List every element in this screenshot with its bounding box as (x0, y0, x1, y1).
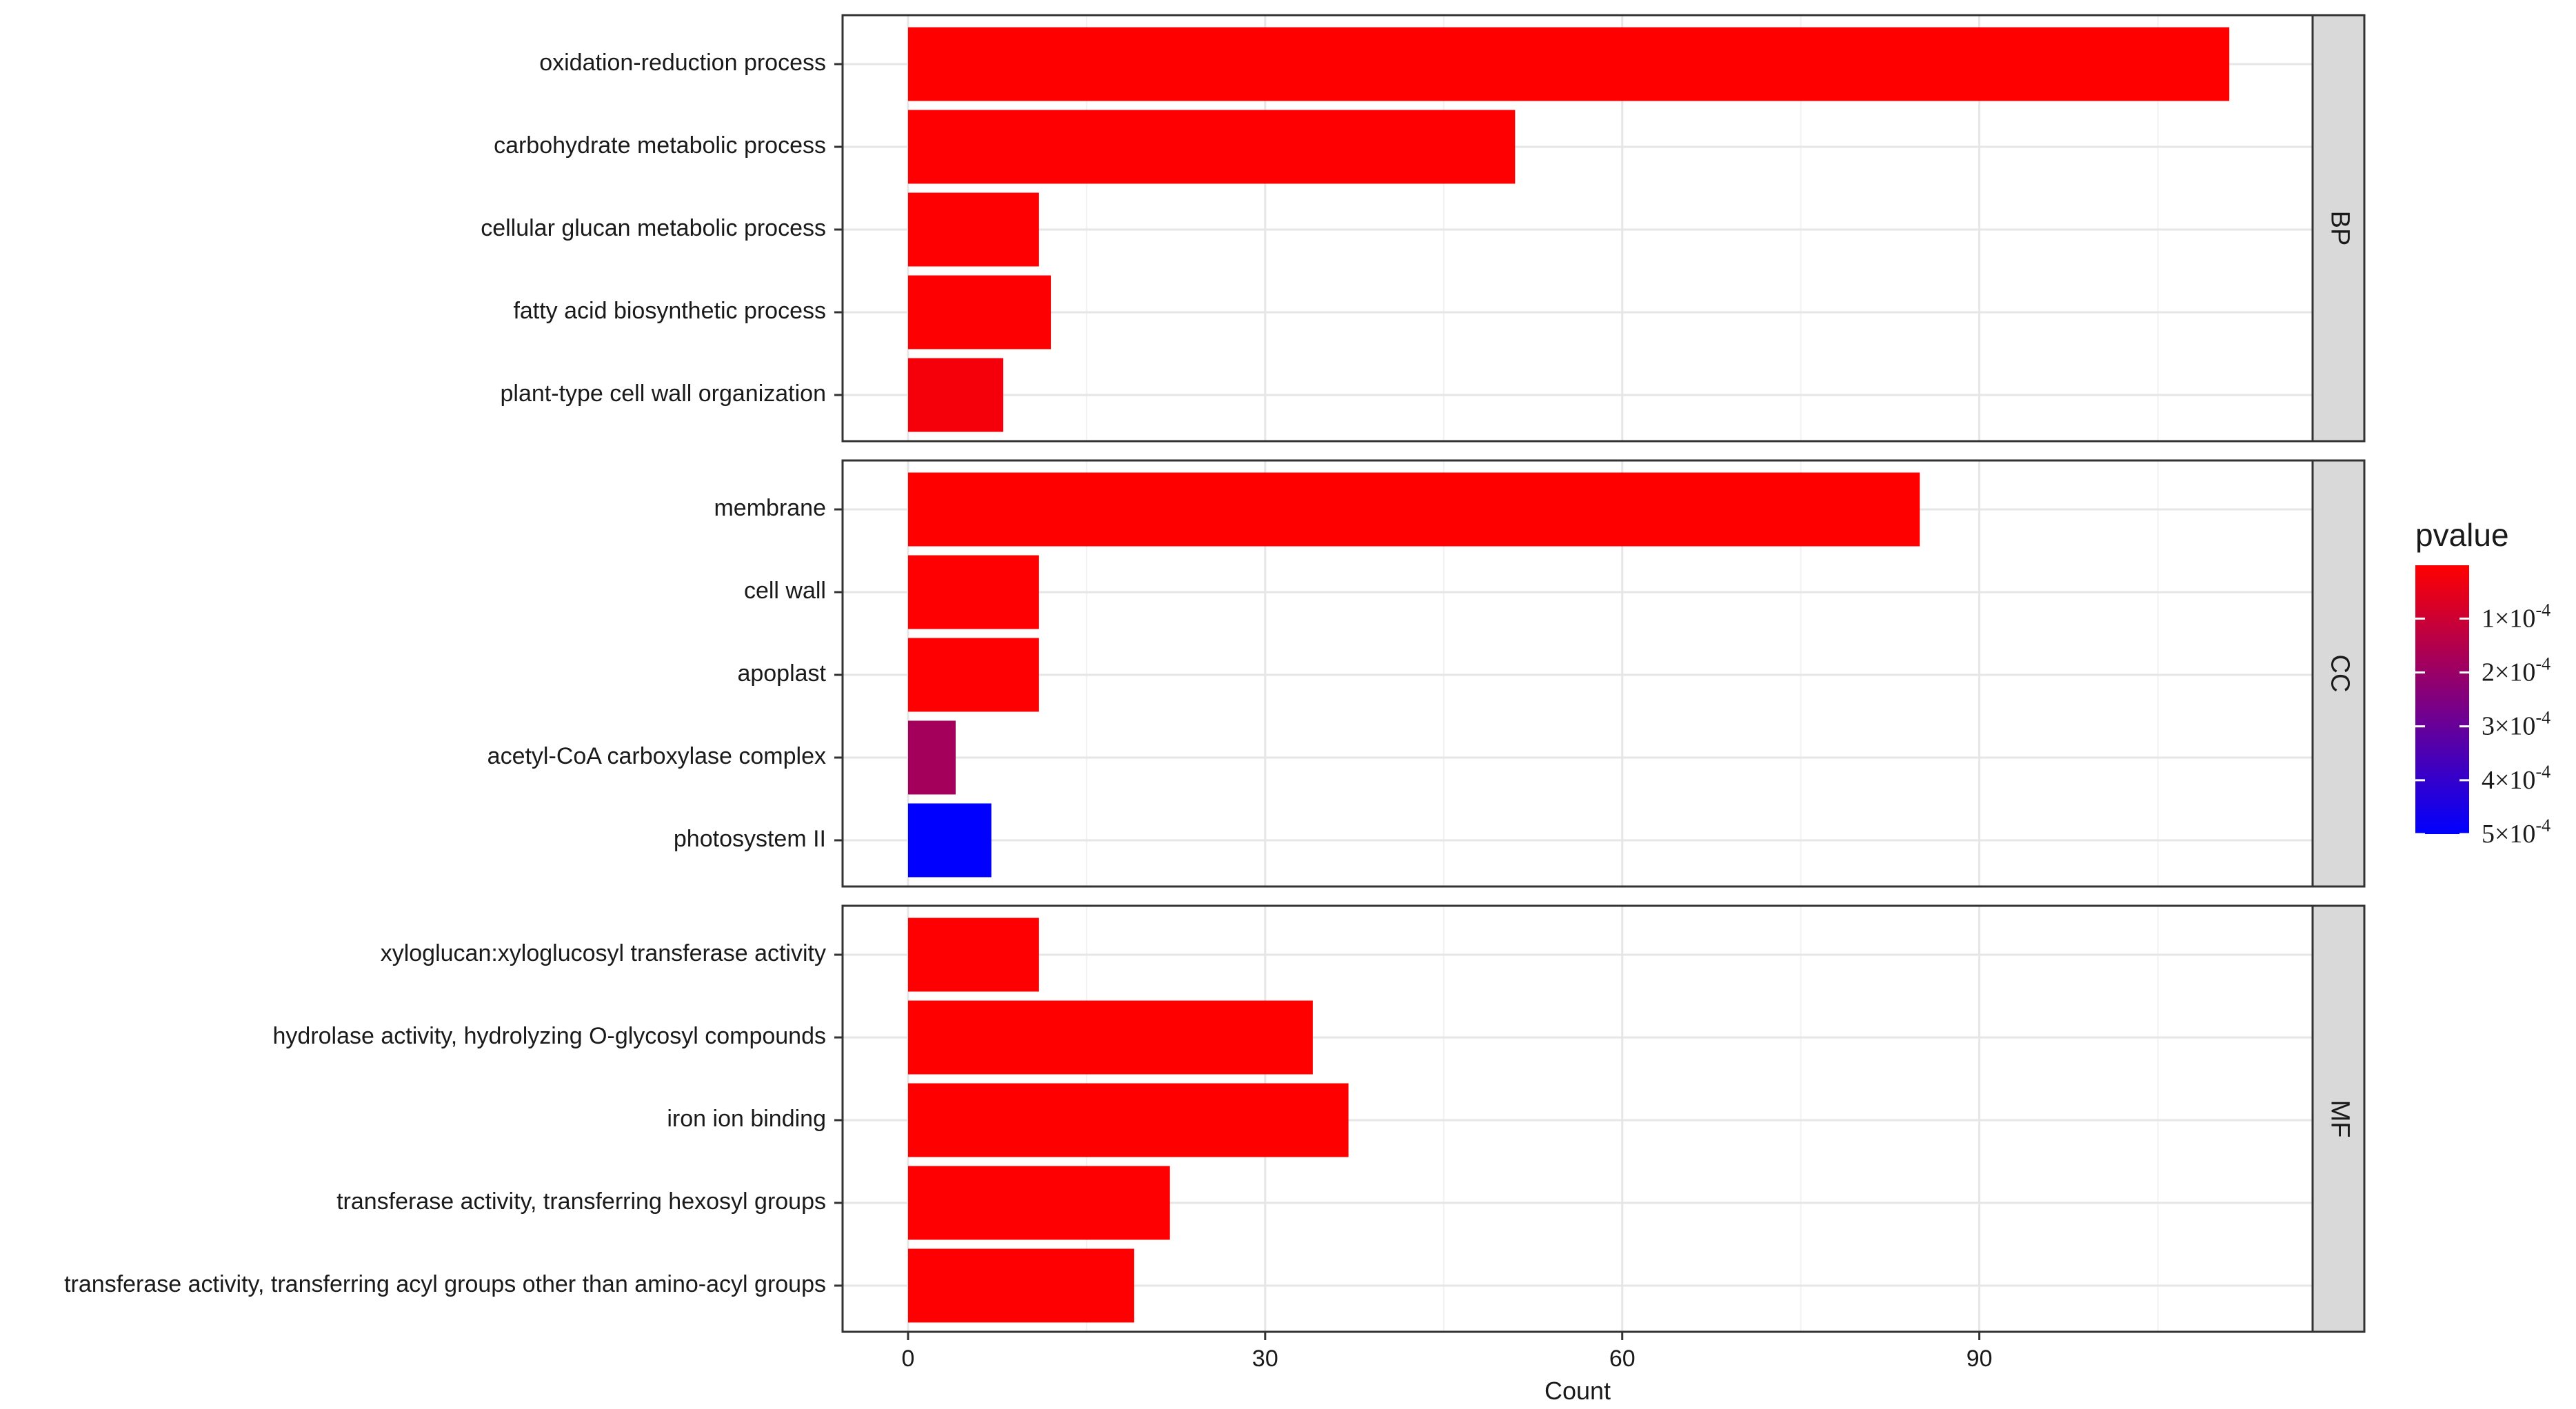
legend-ticks: 1×10-4 2×10-4 3×10-4 4×10-4 5×10-4 (2415, 600, 2550, 849)
bar-mf-4 (907, 1166, 1170, 1240)
pvalue-legend: pvalue 1×10-4 2×10-4 3×10-4 4×10-4 5×10-4 (2415, 517, 2550, 849)
x-tick-label: 30 (1252, 1346, 1278, 1372)
bar-mf-3 (907, 1083, 1349, 1157)
category-label: plant-type cell wall organization (501, 381, 826, 407)
legend-tick-label: 5×10-4 (2482, 815, 2550, 849)
facet-strip-label: CC (2325, 655, 2354, 693)
category-label: apoplast (737, 660, 826, 687)
category-label: cellular glucan metabolic process (481, 215, 826, 241)
category-label: iron ion binding (667, 1106, 826, 1132)
bar-cc-1 (907, 472, 1920, 547)
bar-cc-4 (907, 720, 956, 795)
x-tick-label: 0 (901, 1346, 914, 1372)
category-label: membrane (714, 495, 826, 521)
facet-panels: oxidation-reduction process carbohydrate … (64, 14, 2366, 1333)
bar-cc-2 (907, 555, 1039, 629)
panel-bp: oxidation-reduction process carbohydrate … (481, 14, 2366, 443)
bar-cc-3 (907, 638, 1039, 712)
bar-bp-3 (907, 192, 1039, 267)
category-label: fatty acid biosynthetic process (513, 298, 826, 324)
facet-strip-label: BP (2325, 211, 2354, 246)
category-label: carbohydrate metabolic process (494, 132, 826, 159)
legend-tick-label: 4×10-4 (2482, 762, 2550, 795)
panel-cc: membrane cell wall apoplast acetyl-CoA carb… (487, 459, 2366, 888)
category-label: transferase activity, transferring acyl … (64, 1271, 826, 1297)
category-label: photosystem II (674, 826, 826, 852)
bar-mf-1 (907, 918, 1039, 992)
panel-mf: xyloglucan:xyloglucosyl transferase acti… (64, 904, 2366, 1333)
x-tick-label: 90 (1966, 1346, 1993, 1372)
category-label: cell wall (744, 578, 826, 604)
x-axis: 0 30 60 90 (901, 1332, 1993, 1372)
legend-title: pvalue (2415, 517, 2509, 553)
category-label: transferase activity, transferring hexos… (336, 1188, 826, 1215)
bar-bp-1 (907, 27, 2230, 101)
category-label: oxidation-reduction process (539, 50, 826, 76)
facet-strip (2311, 904, 2366, 1333)
bar-bp-4 (907, 275, 1051, 349)
bar-mf-5 (907, 1248, 1134, 1323)
facet-strip (2311, 14, 2366, 443)
facet-strip (2311, 459, 2366, 888)
bar-bp-5 (907, 358, 1004, 432)
legend-tick-label: 1×10-4 (2482, 600, 2550, 633)
x-tick-label: 60 (1609, 1346, 1636, 1372)
category-label: hydrolase activity, hydrolyzing O-glycos… (273, 1023, 827, 1049)
bar-mf-2 (907, 1000, 1313, 1075)
x-axis-title: Count (1544, 1377, 1611, 1405)
bar-cc-5 (907, 803, 992, 878)
category-label: acetyl-CoA carboxylase complex (487, 743, 826, 769)
category-label: xyloglucan:xyloglucosyl transferase acti… (381, 940, 826, 966)
legend-tick-label: 2×10-4 (2482, 654, 2550, 687)
bar-bp-2 (907, 110, 1516, 184)
legend-tick-label: 3×10-4 (2482, 708, 2550, 741)
facet-strip-label: MF (2325, 1100, 2354, 1138)
legend-colorbar (2415, 565, 2469, 834)
